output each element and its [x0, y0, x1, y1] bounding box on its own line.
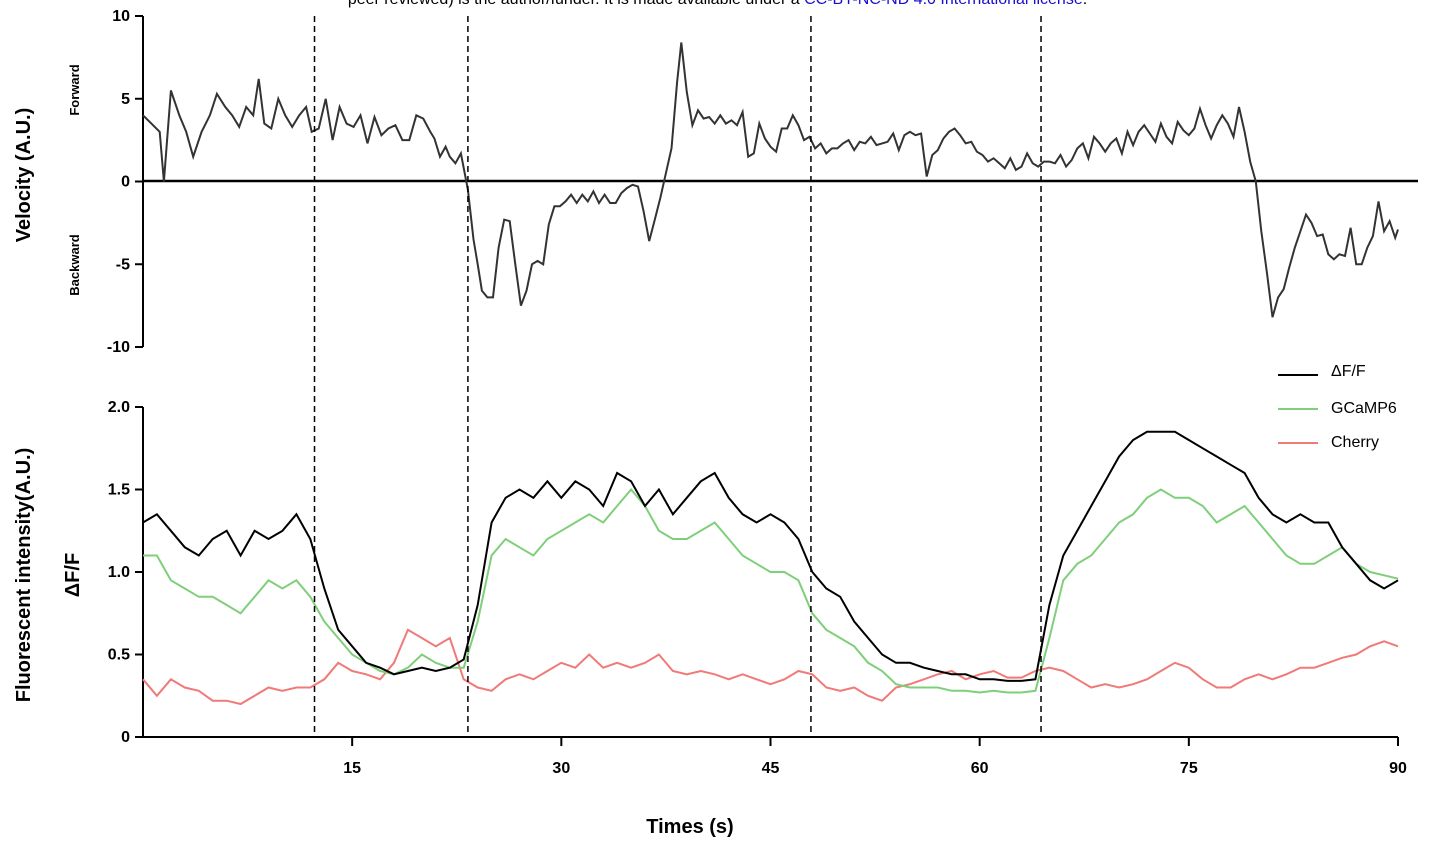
dff-series-line [142, 430, 1399, 682]
x-tick-label: 45 [762, 760, 780, 777]
fluorescence-inner-y-title: ΔF/F [62, 553, 84, 597]
velocity-backward-label: Backward [67, 234, 82, 295]
header-end: . [1083, 0, 1087, 8]
fluorescence-x-ticks: 15 30 45 60 75 90 [343, 737, 1407, 777]
page-header-text: peer reviewed) is the author/funder. It … [0, 0, 1435, 9]
velocity-y-tick-label: -5 [116, 256, 130, 273]
x-tick-label: 15 [343, 760, 361, 777]
fluorescence-y-ticks: 2.0 1.5 1.0 0.5 0 [108, 399, 143, 746]
x-tick-label: 60 [971, 760, 989, 777]
cherry-series-line [142, 628, 1399, 706]
velocity-panel: 10 5 0 -5 -10 Velocity (A.U.) Forward Backwa… [13, 8, 1418, 356]
velocity-y-title: Velocity (A.U.) [13, 108, 35, 242]
x-tick-label: 90 [1389, 760, 1407, 777]
fluorescence-y-title: Fluorescent intensity(A.U.) [13, 448, 35, 702]
legend: ΔF/F GCaMP6 Cherry [1278, 363, 1397, 451]
velocity-y-tick-label: 0 [121, 174, 130, 191]
fluorescence-y-tick-label: 1.5 [108, 482, 130, 499]
event-lines [313, 16, 1042, 737]
velocity-y-tick-label: -10 [107, 339, 130, 356]
velocity-forward-label: Forward [67, 64, 82, 115]
fluorescence-y-tick-label: 2.0 [108, 399, 130, 416]
fluorescence-series [142, 430, 1399, 706]
header-text: peer reviewed) is the author/funder. It … [348, 0, 804, 8]
legend-label-dff: ΔF/F [1331, 363, 1366, 380]
velocity-y-ticks: 10 5 0 -5 -10 [107, 8, 143, 356]
fluorescence-panel: 2.0 1.5 1.0 0.5 0 15 30 45 60 75 90 Fluorescent i… [13, 363, 1407, 838]
velocity-series-line [142, 42, 1399, 318]
legend-label-gcamp: GCaMP6 [1331, 400, 1397, 417]
fluorescence-y-tick-label: 0 [121, 729, 130, 746]
velocity-y-tick-label: 5 [121, 91, 130, 108]
license-link[interactable]: CC-BY-NC-ND 4.0 International license [804, 0, 1083, 8]
fluorescence-y-tick-label: 1.0 [108, 564, 130, 581]
velocity-y-tick-label: 10 [112, 8, 130, 25]
x-axis-title: Times (s) [646, 816, 733, 838]
fluorescence-y-tick-label: 0.5 [108, 647, 130, 664]
gcamp6-series-line [143, 487, 1399, 694]
x-tick-label: 75 [1180, 760, 1198, 777]
x-tick-label: 30 [552, 760, 570, 777]
legend-label-cherry: Cherry [1331, 434, 1379, 451]
